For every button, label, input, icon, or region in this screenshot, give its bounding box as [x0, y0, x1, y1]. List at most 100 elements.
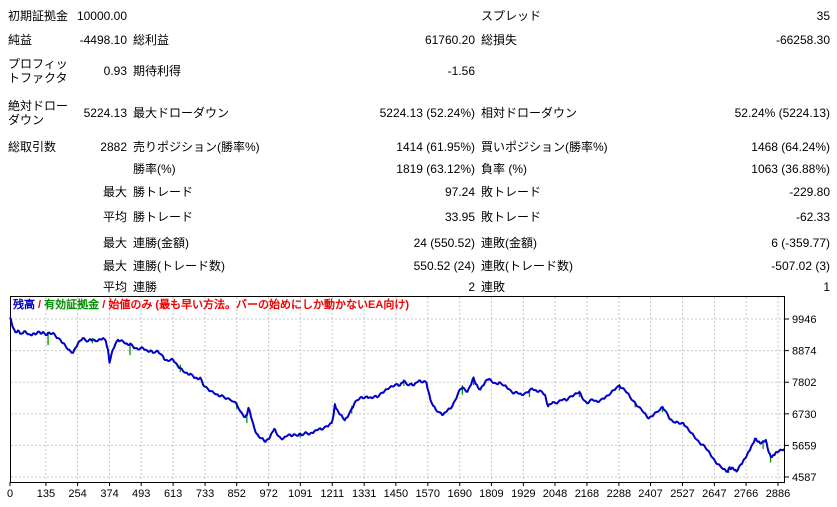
y-axis-label: 7802	[792, 377, 816, 389]
chart-legend: 残高 / 有効証拠金 / 始値のみ (最も早い方法。バーの始めにしか動かないEA…	[13, 299, 409, 311]
legend-balance-label: 残高	[13, 299, 35, 311]
x-axis-label: 493	[132, 488, 150, 500]
report-row: 絶対ドローダウン 5224.13 最大ドローダウン 5224.13 (52.24…	[8, 90, 830, 135]
y-axis-label: 5659	[792, 440, 816, 452]
x-axis-label: 2048	[543, 488, 567, 500]
stat-label: 連敗	[481, 279, 506, 294]
stat-label: 期待利得	[133, 64, 182, 78]
legend-separator: /	[99, 299, 109, 311]
stat-value: 61760.20	[424, 32, 475, 47]
x-axis-label: 1929	[511, 488, 535, 500]
report-row: 平均 連勝 2 連敗 1	[8, 277, 830, 296]
x-axis-label: 2527	[670, 488, 694, 500]
x-axis-label: 135	[37, 488, 55, 500]
stat-label: 敗トレード	[481, 210, 542, 224]
report-table: 初期証拠金 10000.00 スプレッド 35 純益 -4498.10 総利益 …	[8, 5, 830, 296]
report-row: 勝率(%) 1819 (63.12%) 負率 (%) 1063 (36.88%)	[8, 158, 830, 180]
stat-value: 97.24	[444, 184, 475, 199]
stat-label: スプレッド	[481, 9, 542, 23]
stat-label: 勝トレード	[133, 184, 194, 199]
stat-value: -66258.30	[775, 32, 830, 47]
x-axis-label: 1450	[384, 488, 408, 500]
x-axis-label: 2407	[638, 488, 662, 500]
stat-value: 5224.13 (52.24%)	[379, 105, 475, 120]
stat-value: 最大	[102, 258, 127, 273]
stat-value: 52.24% (5224.13)	[734, 105, 830, 120]
stat-value: -1.56	[447, 64, 475, 78]
x-axis-label: 2766	[734, 488, 758, 500]
stat-label: 連勝(金額)	[133, 235, 189, 250]
stat-label: プロフィットファクタ	[8, 57, 68, 85]
stat-value: 1819 (63.12%)	[396, 162, 475, 176]
stat-value: 550.52 (24)	[413, 258, 475, 273]
stat-value: 平均	[102, 279, 127, 294]
x-axis-label: 2288	[607, 488, 631, 500]
stat-value: -229.80	[789, 184, 830, 199]
stat-value: 1414 (61.95%)	[396, 139, 475, 154]
stat-label: 最大ドローダウン	[133, 105, 230, 120]
stat-label: 買いポジション(勝率%)	[481, 139, 608, 154]
stat-value: 1	[823, 279, 830, 294]
x-axis-label: 254	[68, 488, 86, 500]
stat-value: 0.93	[103, 64, 127, 78]
report-row: 総取引数 2882 売りポジション(勝率%) 1414 (61.95%) 買いポ…	[8, 135, 830, 158]
stat-value: 平均	[102, 210, 127, 224]
report-row: 最大 連勝(トレード数) 550.52 (24) 連敗(トレード数) -507.…	[8, 254, 830, 277]
report-row: 最大 勝トレード 97.24 敗トレード -229.80	[8, 180, 830, 203]
stat-label: 初期証拠金	[8, 9, 69, 23]
x-axis-label: 972	[259, 488, 277, 500]
legend-separator: /	[35, 299, 45, 311]
stat-value: 35	[816, 9, 830, 23]
stat-value: 最大	[102, 184, 127, 199]
y-axis-label: 6730	[792, 409, 816, 421]
stat-value: 最大	[102, 235, 127, 250]
x-axis-label: 1331	[352, 488, 376, 500]
stat-value: -507.02 (3)	[771, 258, 830, 273]
x-axis-label: 1570	[416, 488, 440, 500]
stat-label: 連勝(トレード数)	[133, 258, 225, 273]
report-row: 純益 -4498.10 総利益 61760.20 総損失 -66258.30	[8, 27, 830, 52]
stat-label: 絶対ドローダウン	[8, 98, 69, 127]
report-row: 最大 連勝(金額) 24 (550.52) 連敗(金額) 6 (-359.77)	[8, 231, 830, 254]
x-axis-label: 613	[164, 488, 182, 500]
x-axis-label: 374	[100, 488, 118, 500]
report-row: 初期証拠金 10000.00 スプレッド 35	[8, 5, 830, 27]
x-axis-label: 2647	[702, 488, 726, 500]
legend-equity-label: 有効証拠金	[44, 299, 100, 311]
stat-value: 2882	[100, 139, 127, 154]
x-axis-label: 733	[196, 488, 214, 500]
balance-chart-svg: 9946 8874 7802 6730 5659 4587 0 135 254 374 493 613…	[7, 296, 816, 500]
x-axis-label: 0	[7, 488, 13, 500]
y-axis-label: 4587	[792, 472, 816, 484]
x-axis-label: 1690	[447, 488, 471, 500]
x-axis-label: 1091	[288, 488, 312, 500]
stat-value: 5224.13	[83, 105, 127, 120]
legend-model-label: 始値のみ (最も早い方法。バーの始めにしか動かないEA向け)	[108, 299, 410, 311]
plot-border	[10, 296, 785, 483]
y-axis-label: 9946	[792, 314, 816, 326]
stat-label: 負率 (%)	[481, 162, 527, 176]
stat-value: 2	[468, 279, 475, 294]
report-row: プロフィットファクタ 0.93 期待利得 -1.56	[8, 52, 830, 90]
stat-value: 1468 (64.24%)	[751, 139, 830, 154]
stat-label: 売りポジション(勝率%)	[133, 139, 260, 154]
x-axis-label: 2886	[766, 488, 790, 500]
stat-label: 勝率(%)	[133, 162, 176, 176]
stat-value: -62.33	[795, 210, 830, 224]
stat-label: 連敗(金額)	[481, 235, 537, 250]
stat-value: 6 (-359.77)	[771, 235, 830, 250]
stat-value: 24 (550.52)	[413, 235, 475, 250]
stat-label: 連勝	[133, 279, 158, 294]
stat-label: 敗トレード	[481, 184, 542, 199]
balance-curve	[9, 316, 786, 473]
stat-value: 1063 (36.88%)	[751, 162, 830, 176]
stat-label: 勝トレード	[133, 210, 194, 224]
stat-value: 10000.00	[76, 9, 127, 23]
x-axis-label: 852	[228, 488, 246, 500]
stat-label: 相対ドローダウン	[481, 105, 578, 120]
stat-label: 総取引数	[8, 139, 57, 154]
x-axis-label: 1809	[479, 488, 503, 500]
balance-chart: 9946 8874 7802 6730 5659 4587 0 135 254 374 493 613…	[0, 293, 837, 507]
report-row: 平均 勝トレード 33.95 敗トレード -62.33	[8, 203, 830, 231]
